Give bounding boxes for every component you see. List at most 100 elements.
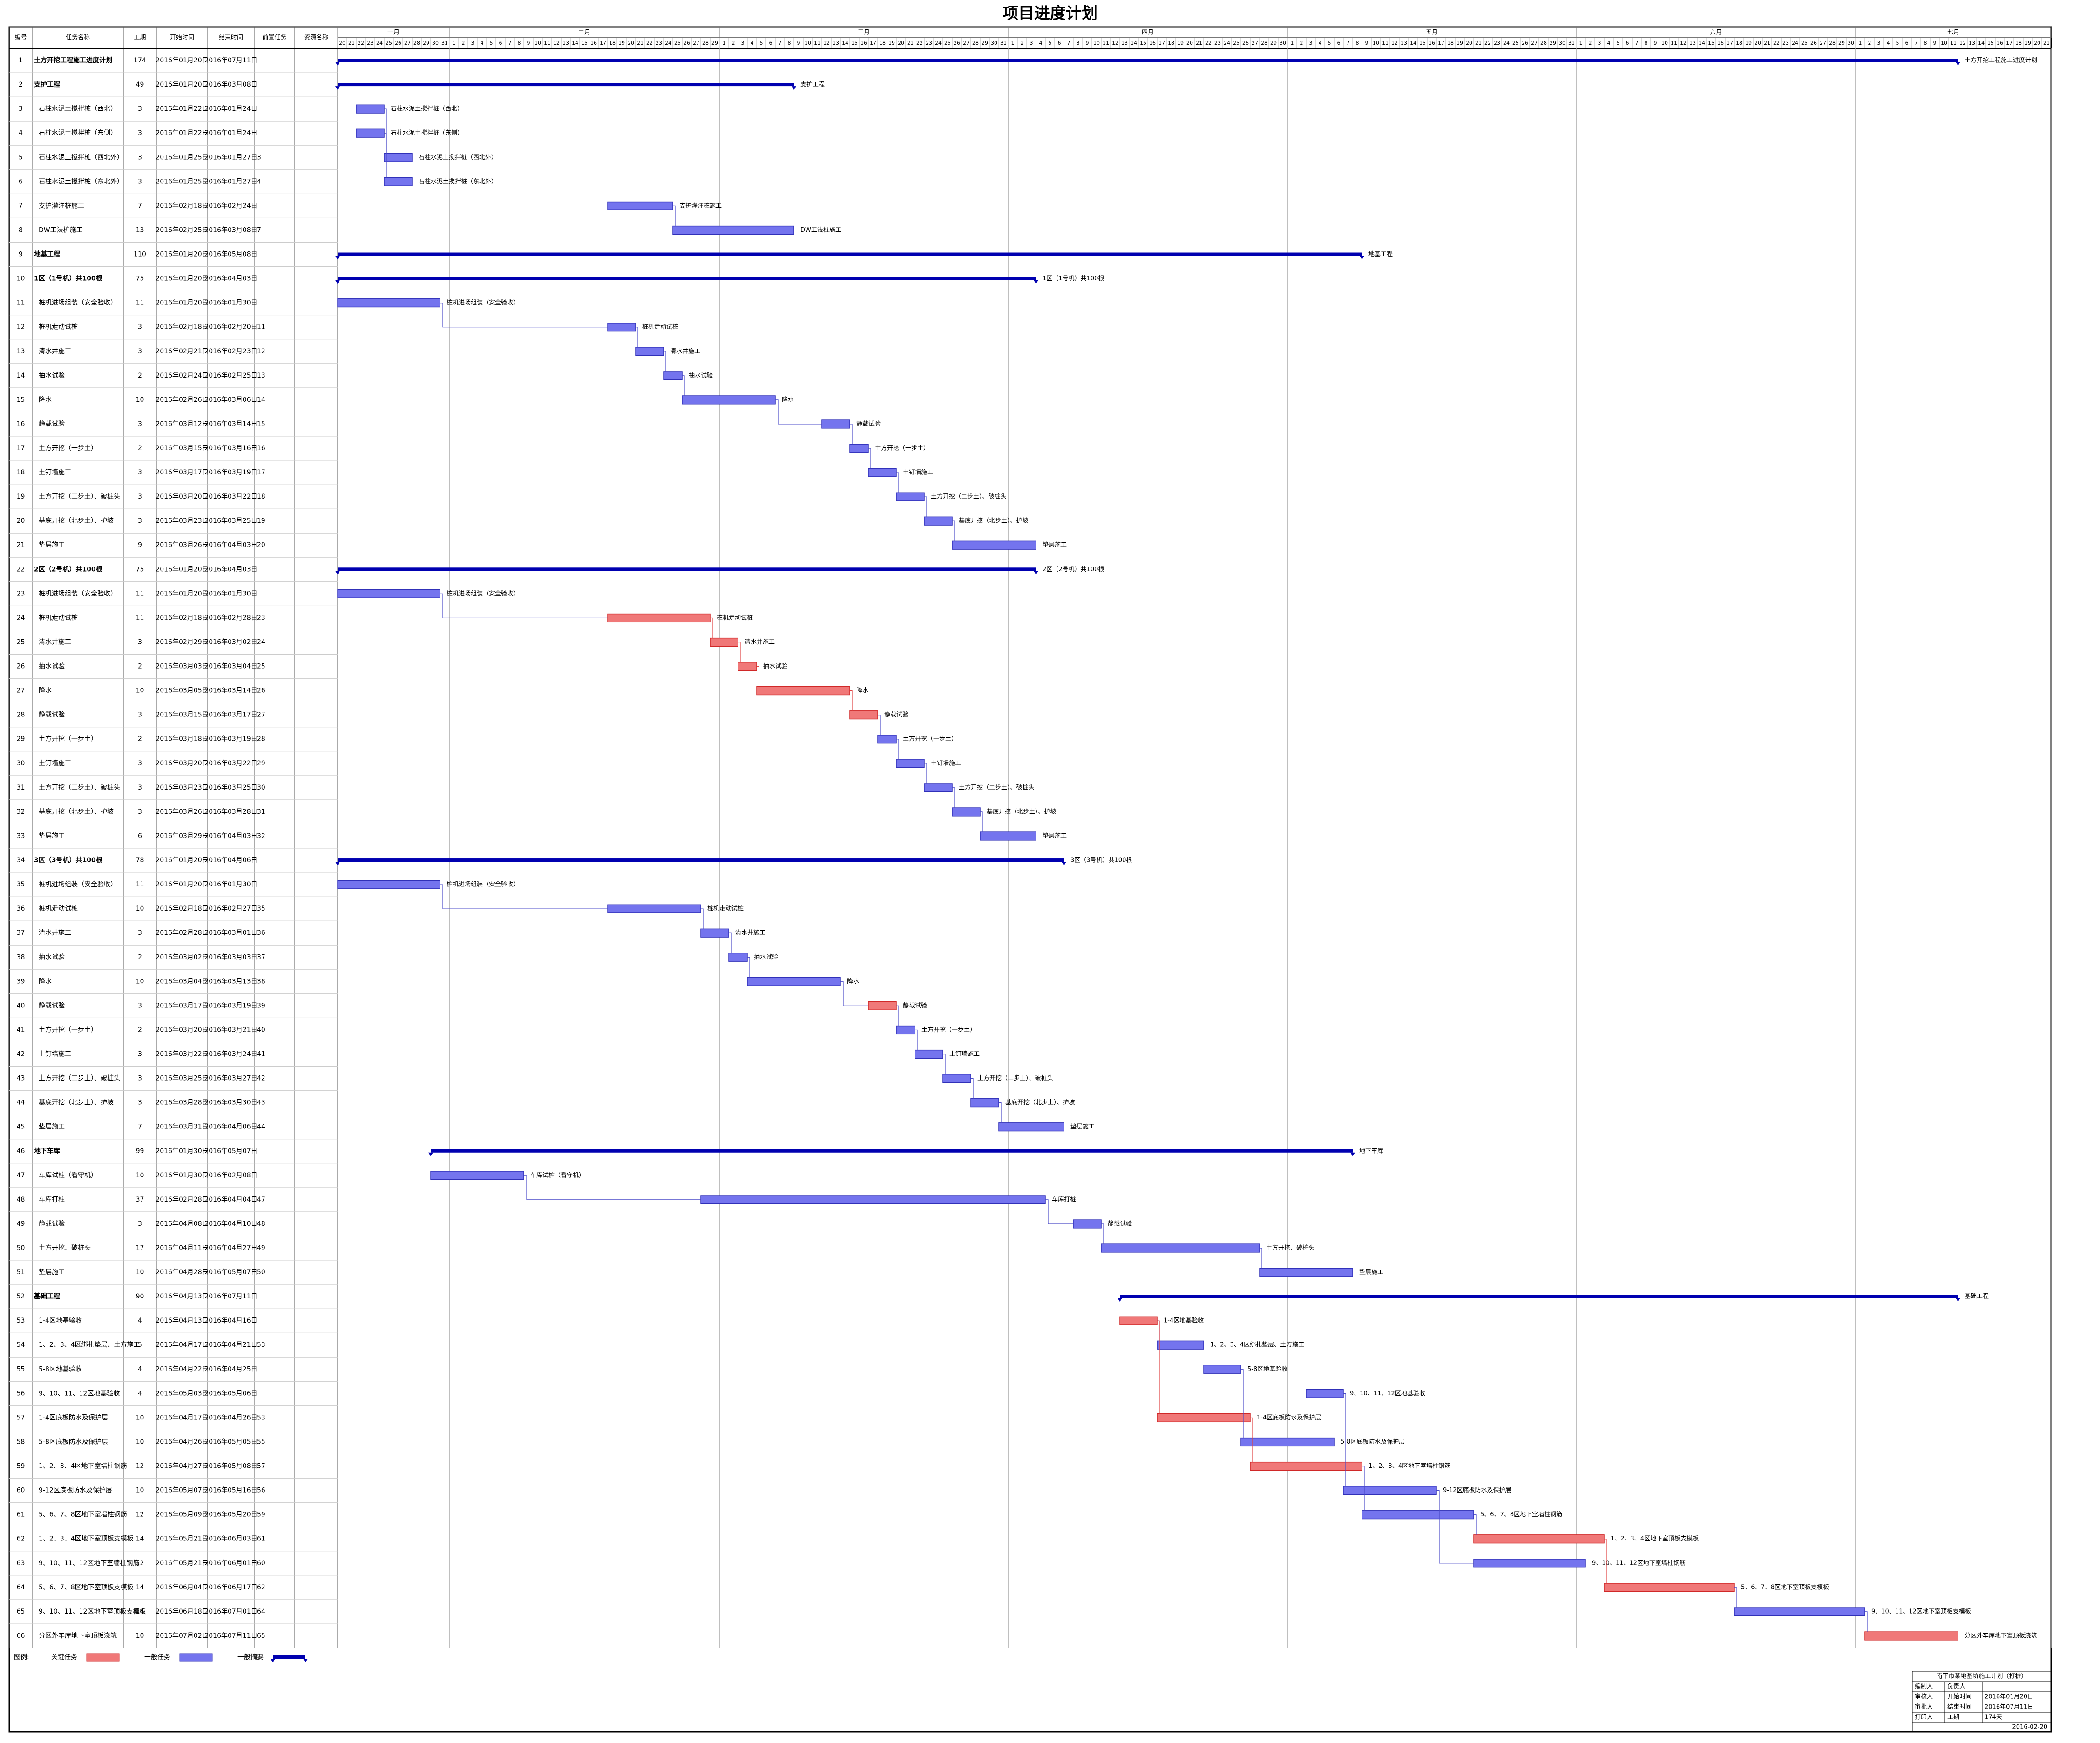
task-name: 支护工程 — [34, 81, 60, 88]
day-label: 15 — [1708, 40, 1714, 46]
task-name: 垫层施工 — [39, 1269, 65, 1276]
task-end: 2016年01月30日 — [204, 881, 257, 888]
day-label: 11 — [1950, 40, 1957, 46]
task-predecessor: 26 — [257, 687, 265, 695]
task-predecessor: 64 — [257, 1608, 265, 1615]
task-duration: 49 — [136, 81, 144, 88]
task-id: 52 — [17, 1293, 25, 1300]
dependency-link — [980, 811, 983, 832]
task-predecessor: 31 — [257, 808, 265, 816]
day-label: 24 — [1224, 40, 1230, 46]
day-label: 23 — [367, 40, 373, 46]
bar-label: 石柱水泥土搅拌桩（东侧） — [391, 129, 463, 137]
task-end: 2016年01月30日 — [204, 299, 257, 307]
task-id: 41 — [17, 1026, 25, 1034]
task-id: 48 — [17, 1196, 25, 1203]
task-id: 2 — [19, 81, 23, 88]
task-end: 2016年05月08日 — [204, 1463, 257, 1470]
task-start: 2016年03月22日 — [156, 1051, 208, 1058]
task-name: 垫层施工 — [39, 541, 65, 549]
task-id: 21 — [17, 541, 25, 549]
task-id: 47 — [17, 1172, 25, 1179]
task-end: 2016年04月03日 — [204, 566, 257, 573]
task-duration: 3 — [138, 1075, 142, 1082]
summary-cap — [428, 1152, 1355, 1156]
task-predecessor: 12 — [257, 348, 265, 355]
task-bar — [337, 589, 440, 598]
critical-bar — [1604, 1583, 1735, 1592]
task-id: 25 — [17, 638, 25, 646]
task-end: 2016年02月20日 — [204, 324, 257, 331]
task-bar — [337, 298, 440, 308]
task-predecessor: 42 — [257, 1075, 265, 1082]
day-label: 11 — [544, 40, 550, 46]
bar-label: 石柱水泥土搅拌桩（东北外） — [419, 178, 497, 185]
task-id: 59 — [17, 1463, 25, 1470]
task-start: 2016年02月18日 — [156, 324, 208, 331]
task-end: 2016年03月14日 — [204, 420, 257, 428]
bar-label: 土方开挖、破桩头 — [1266, 1244, 1314, 1252]
column-header: 任务名称 — [66, 34, 90, 41]
task-id: 37 — [17, 929, 25, 937]
task-name: 基础工程 — [34, 1292, 60, 1300]
task-id: 62 — [17, 1535, 25, 1543]
task-bar — [607, 323, 636, 332]
bar-label: 1-4区底板防水及保护层 — [1257, 1414, 1321, 1421]
month-label: 三月 — [858, 29, 870, 36]
day-label: 18 — [1168, 40, 1174, 46]
task-bar — [924, 783, 953, 792]
task-predecessor: 20 — [257, 541, 265, 549]
task-bar — [1734, 1607, 1865, 1616]
task-duration: 2 — [138, 663, 142, 670]
task-id: 19 — [17, 493, 25, 500]
task-id: 23 — [17, 590, 25, 597]
task-predecessor: 25 — [257, 663, 265, 670]
task-start: 2016年01月25日 — [156, 178, 208, 185]
task-name: 土钉墙施工 — [39, 1051, 71, 1058]
critical-bar — [1119, 1316, 1158, 1325]
day-label: 14 — [1978, 40, 1985, 46]
bar-label: 土方开挖（一步土） — [921, 1026, 976, 1034]
task-id: 36 — [17, 905, 25, 912]
day-label: 2 — [1589, 40, 1592, 46]
task-id: 26 — [17, 663, 25, 670]
bar-label: 降水 — [782, 396, 794, 403]
day-label: 9 — [1654, 40, 1657, 46]
task-start: 2016年03月23日 — [156, 784, 208, 791]
day-label: 18 — [2015, 40, 2022, 46]
task-start: 2016年01月20日 — [156, 57, 208, 64]
day-label: 2 — [1868, 40, 1871, 46]
day-label: 18 — [1736, 40, 1742, 46]
dependency-link — [440, 884, 608, 909]
task-predecessor: 3 — [257, 154, 261, 161]
task-duration: 11 — [136, 614, 144, 622]
day-label: 11 — [814, 40, 820, 46]
day-label: 3 — [741, 40, 745, 46]
task-start: 2016年03月02日 — [156, 953, 208, 961]
task-start: 2016年03月05日 — [156, 687, 208, 695]
task-duration: 174 — [134, 57, 146, 64]
day-label: 15 — [1419, 40, 1426, 46]
day-label: 12 — [1959, 40, 1966, 46]
task-duration: 10 — [136, 1414, 144, 1421]
critical-bar — [756, 686, 850, 696]
month-label: 六月 — [1710, 29, 1722, 36]
day-label: 5 — [490, 40, 493, 46]
task-duration: 2 — [138, 736, 142, 743]
chart-title: 项目进度计划 — [1003, 5, 1097, 22]
task-duration: 3 — [138, 784, 142, 791]
task-start: 2016年03月15日 — [156, 711, 208, 719]
task-bar — [635, 347, 664, 356]
task-start: 2016年01月20日 — [156, 81, 208, 88]
info-title: 南平市某地基坑施工计划（打桩） — [1936, 1673, 2027, 1680]
task-predecessor: 57 — [257, 1463, 265, 1470]
task-duration: 4 — [138, 1390, 142, 1397]
bar-label: 车库试桩（看守机） — [530, 1171, 585, 1179]
day-label: 24 — [1792, 40, 1798, 46]
task-start: 2016年01月30日 — [156, 1172, 208, 1179]
critical-bar — [607, 613, 711, 623]
task-end: 2016年03月08日 — [204, 81, 257, 88]
day-label: 17 — [1158, 40, 1165, 46]
task-id: 31 — [17, 784, 25, 791]
task-id: 50 — [17, 1244, 25, 1252]
